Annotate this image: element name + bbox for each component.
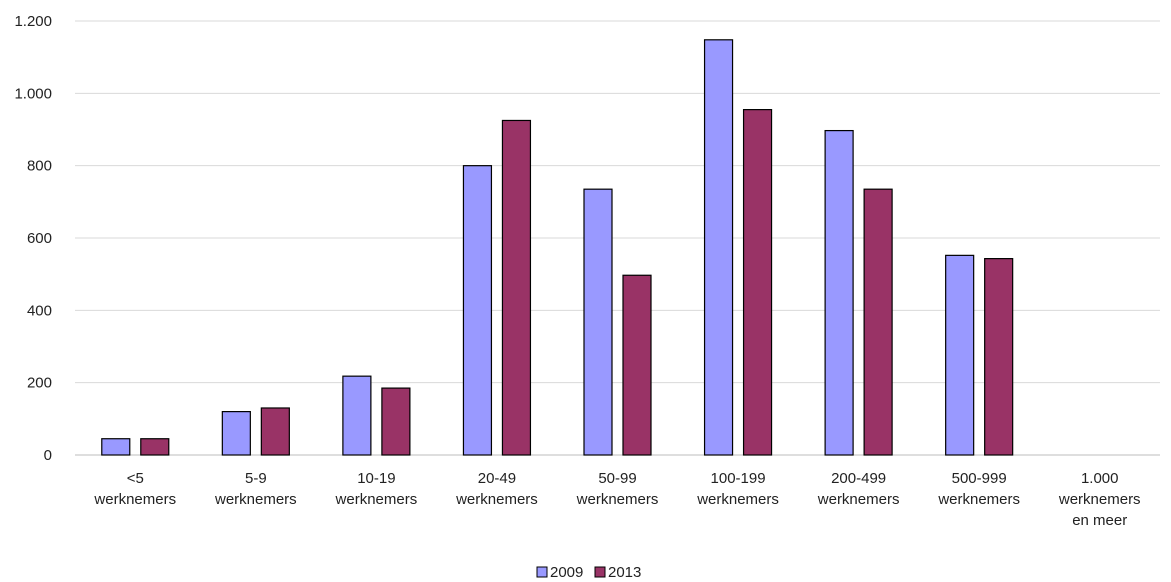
y-tick-label: 400: [27, 302, 52, 319]
bar-2013: [140, 438, 170, 456]
x-tick-label: <5 werknemers: [93, 470, 176, 508]
y-tick-label: 200: [27, 375, 52, 392]
x-tick-label: 500-999 werknemers: [937, 470, 1020, 508]
y-axis-ticks: 0 200 400 600 800 1.000 1.200: [14, 13, 52, 464]
bar-2009: [583, 188, 613, 456]
bar-2009: [462, 165, 493, 456]
bar-2009: [101, 438, 131, 456]
x-tick-label: 100-199 werknemers: [696, 470, 779, 508]
bar-2013: [501, 119, 532, 456]
x-axis-ticks: <5 werknemers 5-9 werknemers 10-19 werknemers…: [93, 470, 1140, 529]
legend-swatch: [594, 566, 606, 578]
bar-2009: [703, 39, 734, 456]
x-tick-label: 50-99 werknemers: [576, 470, 659, 508]
bar-2013: [260, 407, 290, 456]
x-tick-label: 200-499 werknemers: [817, 470, 900, 508]
x-tick-label: 10-19 werknemers: [335, 470, 418, 508]
y-tick-label: 800: [27, 158, 52, 175]
bar-2009: [221, 411, 251, 456]
x-tick-label: 5-9 werknemers: [214, 470, 297, 508]
x-tick-label: 1.000 werknemers en meer: [1058, 470, 1141, 529]
bar-2013: [863, 188, 893, 456]
bar-2009: [824, 129, 854, 456]
bar-2013: [742, 109, 773, 456]
y-tick-label: 1.200: [14, 13, 52, 30]
grid-lines: [75, 20, 1160, 456]
y-tick-label: 1.000: [14, 85, 52, 102]
x-tick-label: 20-49 werknemers: [455, 470, 538, 508]
legend-label: 2009: [550, 564, 583, 581]
bar-2013: [381, 387, 411, 456]
bar-2013: [622, 274, 652, 456]
legend-label: 2013: [608, 564, 641, 581]
y-tick-label: 0: [44, 447, 52, 464]
bar-2009: [945, 254, 975, 456]
bar-2013: [984, 258, 1014, 456]
legend: 2009 2013: [536, 564, 641, 581]
legend-swatch: [536, 566, 548, 578]
bar-2009: [342, 375, 372, 456]
bars: [101, 39, 1014, 456]
y-tick-label: 600: [27, 230, 52, 247]
